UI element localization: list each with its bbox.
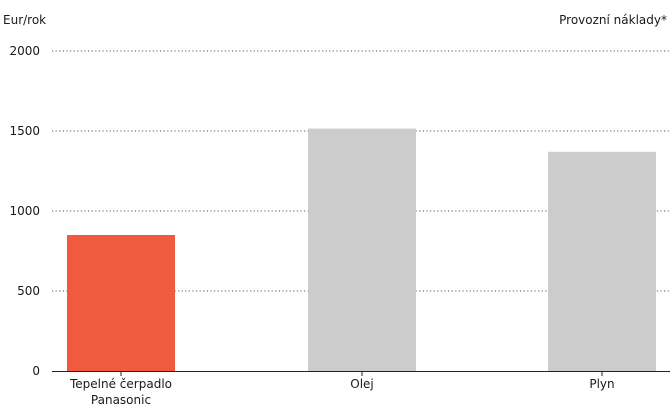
y-axis-label: Eur/rok bbox=[3, 13, 46, 27]
y-tick-label: 1000 bbox=[9, 204, 40, 218]
x-tick-label: Plyn bbox=[589, 377, 614, 391]
y-tick-label: 0 bbox=[32, 364, 40, 378]
bar bbox=[548, 151, 656, 371]
bar bbox=[308, 128, 416, 371]
x-tick-label: Tepelné čerpadlo bbox=[69, 377, 172, 391]
y-tick-label: 2000 bbox=[9, 44, 40, 58]
y-tick-label: 1500 bbox=[9, 124, 40, 138]
bar bbox=[67, 235, 175, 371]
chart-title: Provozní náklady* bbox=[559, 13, 667, 27]
y-tick-label: 500 bbox=[17, 284, 40, 298]
x-tick-label: Panasonic bbox=[91, 393, 151, 407]
x-tick-label: Olej bbox=[350, 377, 374, 391]
